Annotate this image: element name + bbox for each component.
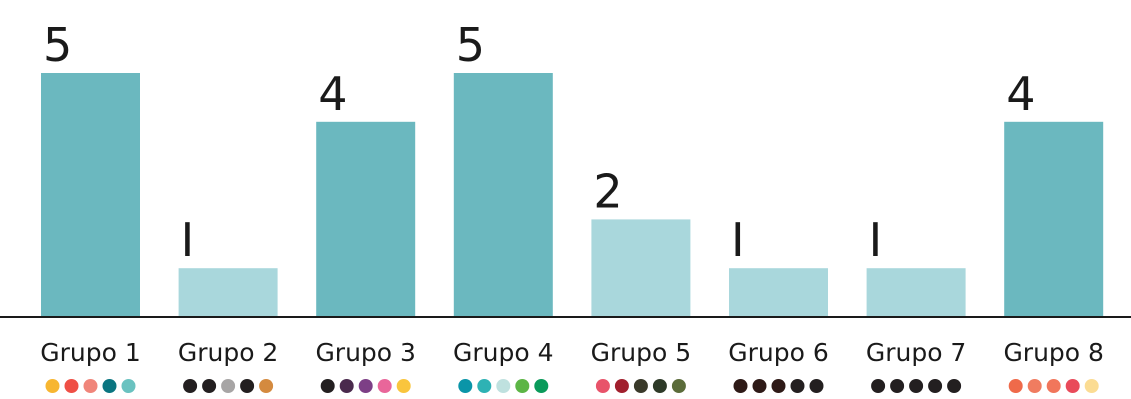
category-label-8: Grupo 8: [1003, 338, 1104, 367]
bar-8: [1004, 121, 1104, 317]
palette-dots-group: [45, 379, 1099, 393]
bar-6: [729, 268, 828, 317]
palette-dot-4-4: [515, 379, 530, 393]
palette-dot-4-1: [458, 379, 473, 393]
bar-4: [453, 73, 553, 317]
palette-dot-4-3: [496, 379, 511, 393]
palette-dot-1-5: [121, 379, 136, 393]
palette-dot-8-3: [1046, 379, 1061, 393]
palette-dot-4-5: [534, 379, 549, 393]
category-labels-group: Grupo 1 Grupo 2 Grupo 3 Grupo 4 Grupo 5 Grupo…: [40, 338, 1104, 367]
palette-dot-7-2: [890, 379, 905, 393]
data-label-8: 4: [1006, 67, 1035, 121]
data-label-3: 4: [318, 67, 347, 121]
palette-dot-8-2: [1027, 379, 1042, 393]
category-label-3: Grupo 3: [315, 338, 416, 367]
bar-2: [178, 268, 278, 317]
palette-dot-6-5: [809, 379, 824, 393]
bar-1: [41, 73, 140, 317]
palette-dot-6-2: [752, 379, 767, 393]
value-labels-group: 5 I 4 5 2 I I 4: [43, 18, 1035, 267]
palette-dot-7-4: [928, 379, 943, 393]
palette-dot-7-5: [947, 379, 962, 393]
palette-dot-5-4: [652, 379, 667, 393]
data-label-6: I: [731, 213, 745, 267]
palette-dot-4-2: [477, 379, 492, 393]
palette-dot-7-1: [871, 379, 886, 393]
data-label-2: I: [181, 213, 195, 267]
category-label-2: Grupo 2: [178, 338, 279, 367]
palette-dot-1-2: [64, 379, 79, 393]
palette-dot-5-5: [671, 379, 686, 393]
data-label-7: I: [869, 213, 883, 267]
palette-dot-2-2: [202, 379, 217, 393]
palette-dot-6-3: [771, 379, 786, 393]
palette-dot-1-1: [45, 379, 60, 393]
palette-dot-8-4: [1065, 379, 1080, 393]
palette-dot-3-2: [339, 379, 354, 393]
palette-dot-1-3: [83, 379, 98, 393]
category-label-5: Grupo 5: [591, 338, 692, 367]
bar-3: [316, 121, 416, 317]
palette-dot-2-5: [259, 379, 274, 393]
category-label-6: Grupo 6: [728, 338, 829, 367]
data-label-1: 5: [43, 18, 72, 72]
bars-group: [41, 73, 1104, 317]
palette-dot-1-4: [102, 379, 117, 393]
palette-dot-2-3: [221, 379, 236, 393]
palette-dot-5-3: [633, 379, 648, 393]
bar-5: [591, 219, 691, 317]
palette-dot-8-5: [1084, 379, 1099, 393]
palette-dot-6-1: [733, 379, 748, 393]
palette-dot-8-1: [1008, 379, 1023, 393]
palette-dot-3-3: [358, 379, 373, 393]
palette-dot-3-5: [396, 379, 411, 393]
category-label-7: Grupo 7: [866, 338, 967, 367]
palette-dot-2-1: [183, 379, 198, 393]
category-label-4: Grupo 4: [453, 338, 554, 367]
palette-dot-3-1: [320, 379, 335, 393]
palette-dot-5-2: [614, 379, 629, 393]
data-label-4: 5: [456, 18, 485, 72]
category-label-1: Grupo 1: [40, 338, 141, 367]
bar-7: [866, 268, 966, 317]
palette-dot-6-4: [790, 379, 805, 393]
palette-dot-3-4: [377, 379, 392, 393]
palette-dot-5-1: [595, 379, 610, 393]
palette-dot-7-3: [909, 379, 924, 393]
palette-dot-2-4: [240, 379, 255, 393]
data-label-5: 2: [593, 164, 622, 218]
